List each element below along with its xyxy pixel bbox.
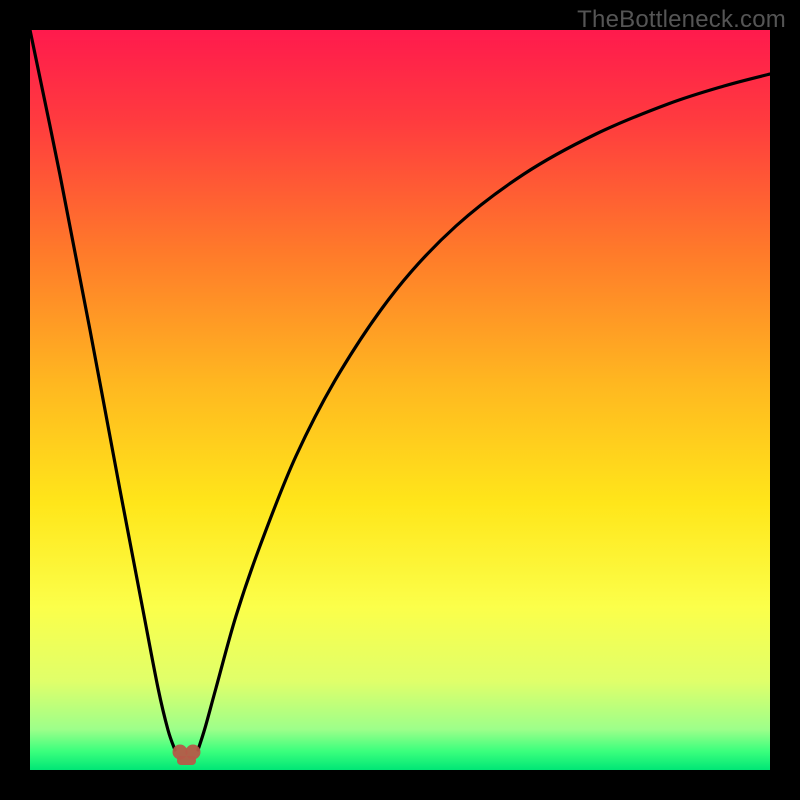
watermark-text: TheBottleneck.com: [577, 6, 786, 34]
chart-frame: TheBottleneck.com: [0, 0, 800, 800]
plot-background: [30, 30, 770, 770]
bottleneck-plot: [0, 0, 800, 800]
